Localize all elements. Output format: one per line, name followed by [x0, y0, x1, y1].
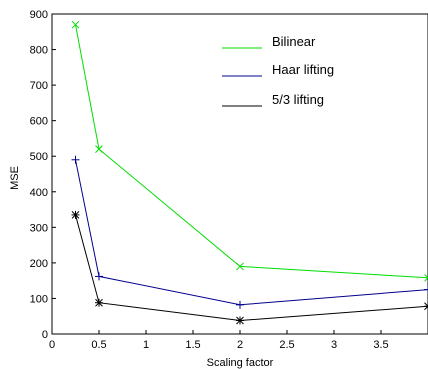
- data-point: [71, 20, 80, 29]
- x-tick-label: 2.5: [279, 339, 294, 351]
- axes-frame: [51, 13, 428, 335]
- y-tick-label: 400: [30, 187, 48, 199]
- data-point: [95, 145, 103, 153]
- legend-entry: Haar lifting: [272, 62, 334, 77]
- series-line-2: [75, 214, 428, 322]
- series-line-0: [75, 24, 428, 279]
- data-point: [424, 273, 428, 279]
- legend-entry: 5/3 lifting: [272, 92, 324, 107]
- y-tick-label: 900: [30, 9, 48, 21]
- data-point: [236, 262, 244, 271]
- y-tick-label: 200: [30, 258, 48, 270]
- plot-area: 0 100 200 300 400 500 600 700 800 900 0 0.5 1 1.5 2 2.5…: [30, 9, 428, 351]
- x-tick-label: 3.5: [373, 339, 388, 351]
- x-tick-label: 2: [237, 339, 243, 351]
- data-point: [424, 302, 428, 307]
- x-tick-label: 0: [49, 339, 55, 351]
- y-axis-label: MSE: [9, 166, 21, 190]
- series-line-1: [75, 159, 428, 306]
- x-tick-label: 3: [331, 339, 337, 351]
- x-axis-label: Scaling factor: [207, 357, 274, 369]
- legend-entry: Bilinear: [272, 34, 316, 49]
- data-point: [424, 277, 428, 282]
- y-tick-label: 700: [30, 80, 48, 92]
- y-tick-label: 100: [30, 293, 48, 305]
- data-point: [424, 305, 428, 311]
- y-tick-label: 800: [30, 45, 48, 57]
- x-tick-label: 1: [143, 339, 149, 351]
- y-tick-label: 600: [30, 116, 48, 128]
- x-tick-label: 1.5: [185, 339, 200, 351]
- y-tick-label: 300: [30, 222, 48, 234]
- y-tick-label: 500: [30, 151, 48, 163]
- y-tick-label: 0: [42, 329, 48, 341]
- x-tick-label: 0.5: [91, 339, 106, 351]
